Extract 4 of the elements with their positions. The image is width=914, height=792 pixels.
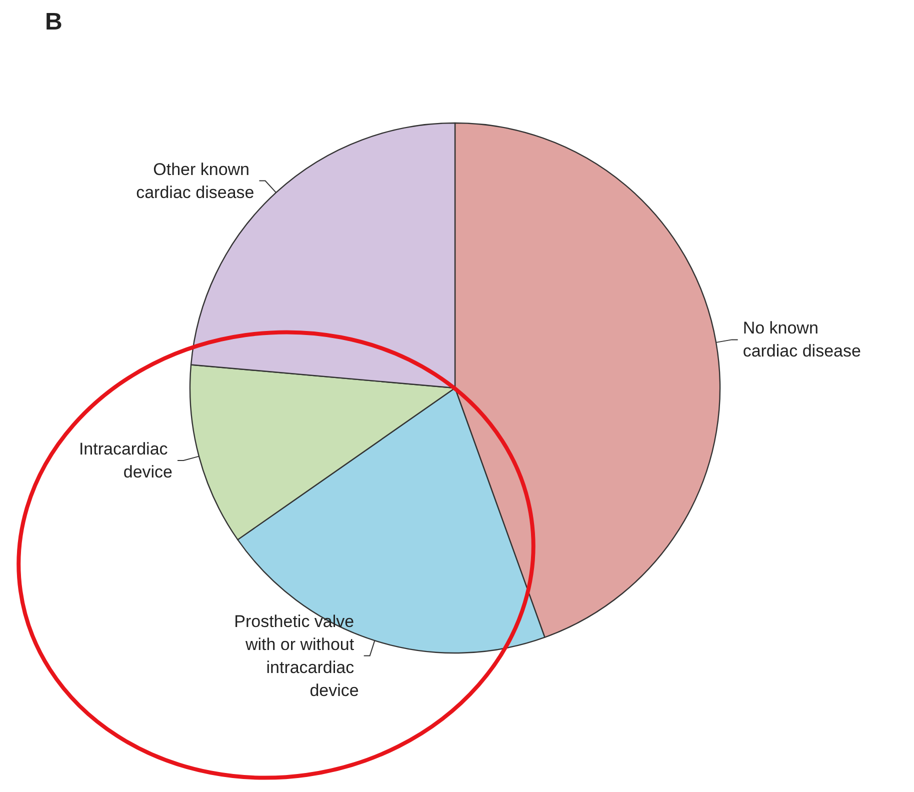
- slice-label: Intracardiac device: [78, 439, 172, 482]
- chart-title: B: [45, 8, 62, 36]
- slice-label: No known cardiac disease: [742, 318, 861, 361]
- slice-label: Other known cardiac disease: [136, 160, 254, 202]
